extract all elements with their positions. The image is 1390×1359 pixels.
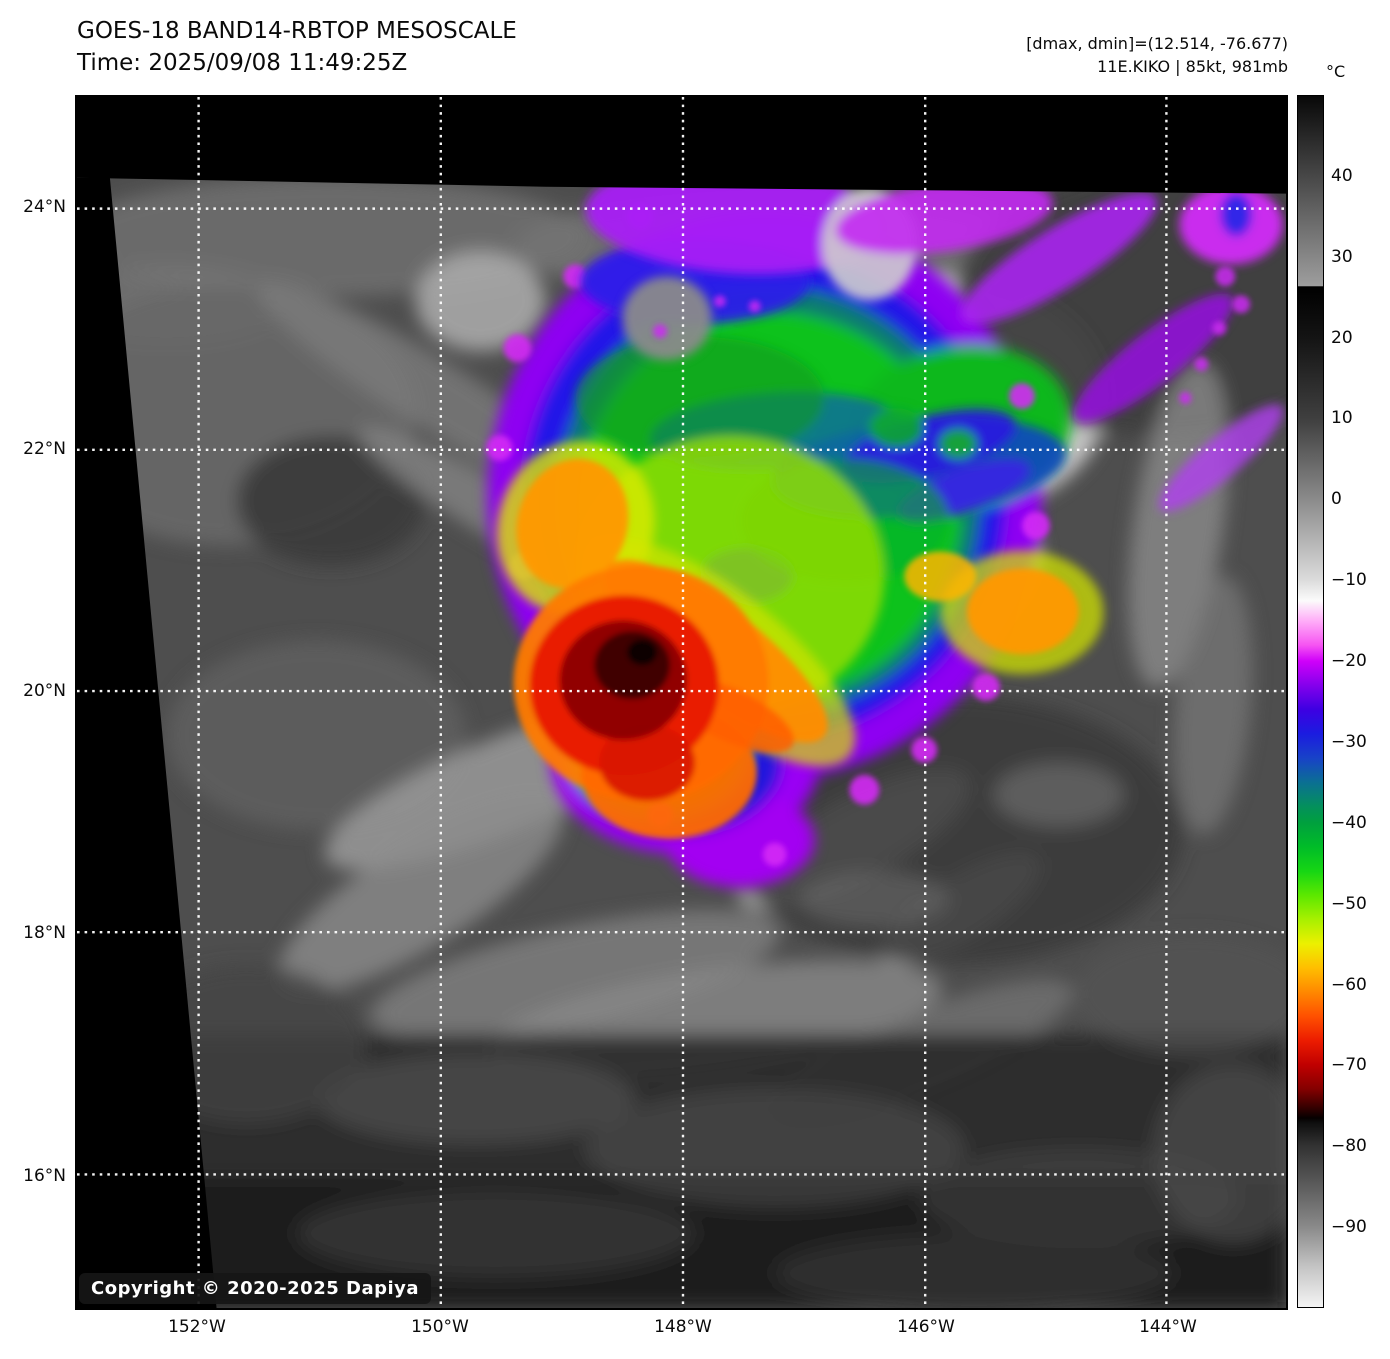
page-title: GOES-18 BAND14-RBTOP MESOSCALE (77, 18, 517, 44)
colorbar-tick-0: 0 (1331, 489, 1342, 510)
colorbar-tick--40: −40 (1331, 812, 1367, 833)
colorbar-tick--70: −70 (1331, 1055, 1367, 1076)
lat-label-24°N: 24°N (23, 197, 66, 217)
lat-label-22°N: 22°N (23, 439, 66, 459)
lon-label-144°W: 144°W (1139, 1317, 1197, 1337)
colorbar-tick-20: 20 (1331, 327, 1353, 348)
lon-label-146°W: 146°W (897, 1317, 955, 1337)
warm-core-overshoot (513, 458, 1079, 839)
colorbar-tick--50: −50 (1331, 893, 1367, 914)
magenta-specks (653, 266, 1251, 404)
satellite-map: Copyright © 2020-2025 Dapiya (75, 95, 1288, 1310)
satellite-image (77, 97, 1286, 1308)
colorbar-tick--90: −90 (1331, 1217, 1367, 1238)
lat-label-16°N: 16°N (23, 1166, 66, 1186)
temperature-colorbar (1297, 95, 1324, 1308)
colorbar-tick-40: 40 (1331, 165, 1353, 186)
colorbar-tick--30: −30 (1331, 731, 1367, 752)
colorbar-tick--20: −20 (1331, 651, 1367, 672)
colorbar-tick-30: 30 (1331, 246, 1353, 267)
lat-label-20°N: 20°N (23, 681, 66, 701)
sector-mask (77, 97, 1286, 1308)
storm-id-intensity: 11E.KIKO | 85kt, 981mb (1097, 57, 1288, 76)
storm-cold-cloud-tops (486, 162, 1284, 888)
lat-label-18°N: 18°N (23, 923, 66, 943)
colorbar-tick-10: 10 (1331, 408, 1353, 429)
lon-label-148°W: 148°W (654, 1317, 712, 1337)
lon-label-150°W: 150°W (411, 1317, 469, 1337)
dmax-dmin-readout: [dmax, dmin]=(12.514, -76.677) (1026, 34, 1288, 53)
colorbar-tick--10: −10 (1331, 570, 1367, 591)
colorbar-tick--60: −60 (1331, 974, 1367, 995)
colorbar-tick--80: −80 (1331, 1136, 1367, 1157)
lon-label-152°W: 152°W (168, 1317, 226, 1337)
anvil-streaks (585, 162, 1284, 512)
colorbar-unit: °C (1326, 62, 1346, 81)
timestamp: Time: 2025/09/08 11:49:25Z (77, 50, 408, 76)
gridlines (77, 97, 1286, 1308)
copyright-badge: Copyright © 2020-2025 Dapiya (79, 1273, 432, 1304)
